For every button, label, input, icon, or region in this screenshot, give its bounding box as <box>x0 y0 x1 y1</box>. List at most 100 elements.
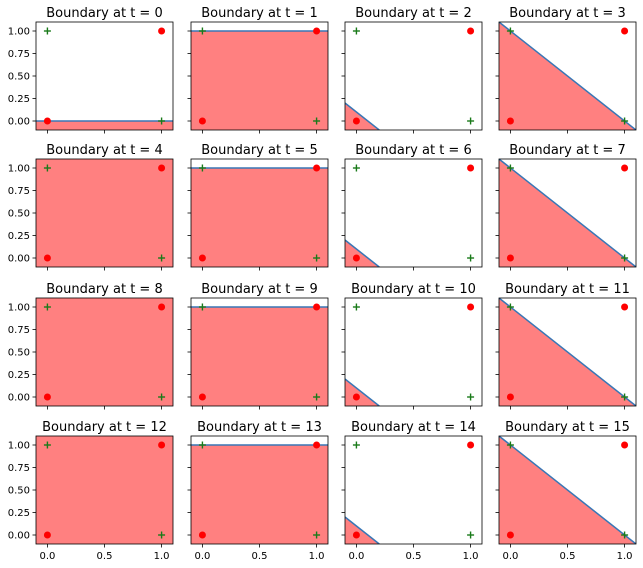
subplot-title: Boundary at t = 8 <box>46 282 162 297</box>
point-circle <box>621 303 629 311</box>
subplot-1: Boundary at t = 1 <box>187 6 329 134</box>
subplot-title: Boundary at t = 1 <box>201 6 317 21</box>
point-circle <box>506 393 514 401</box>
point-plus <box>467 531 475 539</box>
subplot-title: Boundary at t = 5 <box>201 143 317 158</box>
subplot-0: Boundary at t = 0 0.00 0.25 0.50 0.75 1.00 <box>8 6 174 134</box>
point-plus <box>352 303 360 311</box>
point-plus <box>313 254 321 262</box>
plot-area <box>499 298 636 406</box>
plot-area <box>36 436 173 544</box>
point-circle <box>158 303 166 311</box>
subplot-8: Boundary at t = 8 0.00 0.25 0.50 0.75 1.00 <box>8 282 174 410</box>
point-plus <box>158 531 166 539</box>
plot-area <box>345 27 475 130</box>
point-circle <box>352 531 360 539</box>
x-tick-label: 1.0 <box>617 551 633 562</box>
point-plus <box>621 393 629 401</box>
plot-area <box>499 22 636 130</box>
plot-area <box>345 303 475 406</box>
y-tick-label: 1.00 <box>8 27 30 38</box>
shaded-region <box>191 168 328 267</box>
y-tick-label: 0.25 <box>8 94 30 105</box>
shaded-region <box>36 121 173 130</box>
point-circle <box>467 164 475 172</box>
subplot-14: Boundary at t = 14 0.0 0.5 1.0 <box>341 420 483 562</box>
x-tick-label: 0.5 <box>97 551 113 562</box>
shaded-region <box>36 159 173 267</box>
point-circle <box>506 254 514 262</box>
point-circle <box>467 27 475 35</box>
y-tick-label: 0.00 <box>8 393 30 404</box>
boundary-line <box>499 159 636 267</box>
boundary-line <box>499 298 636 406</box>
subplot-title: Boundary at t = 15 <box>505 420 630 435</box>
y-tick-label: 0.75 <box>8 186 30 197</box>
point-plus <box>352 27 360 35</box>
point-plus <box>621 254 629 262</box>
subplot-title: Boundary at t = 13 <box>197 420 322 435</box>
axes-frame <box>344 158 483 268</box>
y-tick-label: 0.25 <box>8 508 30 519</box>
x-tick-label: 0.5 <box>560 551 576 562</box>
axes-frame <box>344 435 483 545</box>
shaded-region <box>36 436 173 544</box>
point-circle <box>158 27 166 35</box>
y-tick-label: 0.75 <box>8 325 30 336</box>
boundary-line <box>345 378 380 406</box>
subplot-2: Boundary at t = 2 <box>341 6 483 134</box>
subplot-5: Boundary at t = 5 <box>187 143 329 271</box>
plot-area <box>36 298 173 406</box>
y-tick-label: 1.00 <box>8 164 30 175</box>
boundary-line <box>345 516 380 544</box>
point-circle <box>158 441 166 449</box>
y-tick-label: 0.00 <box>8 117 30 128</box>
subplot-title: Boundary at t = 7 <box>509 143 625 158</box>
y-tick-label: 0.50 <box>8 72 30 83</box>
point-plus <box>506 164 514 172</box>
point-plus <box>313 393 321 401</box>
plot-area <box>36 27 173 130</box>
point-plus <box>313 117 321 125</box>
subplot-11: Boundary at t = 11 <box>495 282 637 410</box>
axes-frame <box>344 297 483 407</box>
boundary-line <box>499 436 636 544</box>
subplot-9: Boundary at t = 9 <box>187 282 329 410</box>
point-plus <box>313 531 321 539</box>
point-circle <box>43 117 51 125</box>
plot-area <box>191 164 328 267</box>
subplot-title: Boundary at t = 6 <box>355 143 471 158</box>
point-circle <box>467 303 475 311</box>
point-plus <box>158 117 166 125</box>
point-circle <box>43 254 51 262</box>
y-tick-label: 0.00 <box>8 254 30 265</box>
point-plus <box>198 441 206 449</box>
point-plus <box>506 441 514 449</box>
x-tick-label: 0.0 <box>194 551 210 562</box>
shaded-region <box>191 445 328 544</box>
shaded-region <box>191 307 328 406</box>
shaded-region <box>191 31 328 130</box>
point-plus <box>352 441 360 449</box>
subplot-title: Boundary at t = 0 <box>46 6 162 21</box>
point-plus <box>467 117 475 125</box>
point-plus <box>506 27 514 35</box>
subplot-title: Boundary at t = 9 <box>201 282 317 297</box>
plot-area <box>345 164 475 267</box>
point-plus <box>43 441 51 449</box>
plot-area <box>345 441 475 544</box>
boundary-line <box>345 239 380 267</box>
point-plus <box>198 303 206 311</box>
point-plus <box>198 164 206 172</box>
point-circle <box>621 441 629 449</box>
y-tick-label: 1.00 <box>8 303 30 314</box>
y-tick-label: 0.25 <box>8 370 30 381</box>
point-circle <box>352 117 360 125</box>
y-tick-label: 0.75 <box>8 463 30 474</box>
subplot-title: Boundary at t = 3 <box>509 6 625 21</box>
y-tick-label: 0.25 <box>8 231 30 242</box>
x-tick-label: 1.0 <box>309 551 325 562</box>
point-plus <box>506 303 514 311</box>
subplot-title: Boundary at t = 4 <box>46 143 162 158</box>
